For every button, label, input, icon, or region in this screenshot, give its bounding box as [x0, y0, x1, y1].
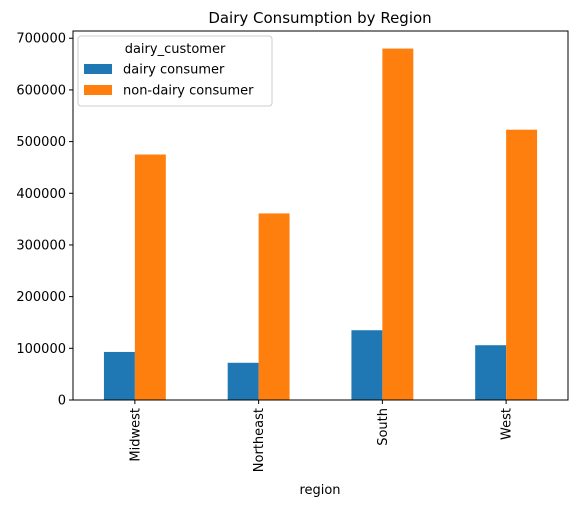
x-tick-label-midwest: Midwest [128, 408, 143, 462]
bar-west-non-dairy-consumer [506, 129, 538, 400]
bar-midwest-non-dairy-consumer [134, 154, 166, 400]
x-tick-label-west: West [500, 408, 515, 440]
y-tick-label: 100000 [16, 342, 66, 357]
x-tick-label-south: South [376, 408, 391, 446]
plot-area [72, 30, 569, 401]
legend-title: dairy_customer [125, 42, 226, 57]
legend-swatch-non-dairy-consumer [84, 85, 112, 95]
x-tick-label-northeast: Northeast [252, 408, 267, 472]
y-tick-label: 400000 [16, 187, 66, 202]
bar-northeast-non-dairy-consumer [258, 213, 290, 400]
y-tick-label: 700000 [16, 32, 66, 47]
legend-swatch-dairy-consumer [84, 64, 112, 74]
y-tick-label: 500000 [16, 135, 66, 150]
legend-frame [77, 35, 273, 107]
x-axis-label: region [299, 483, 340, 498]
y-tick-label: 200000 [16, 290, 66, 305]
y-tick-label: 0 [58, 394, 66, 409]
legend-label-non-dairy-consumer: non-dairy consumer [123, 84, 254, 99]
bar-midwest-dairy-consumer [103, 351, 135, 400]
chart-title: Dairy Consumption by Region [208, 9, 431, 27]
y-axis: 0 100000 200000 300000 400000 500000 600000 700… [16, 32, 73, 409]
legend-label-dairy-consumer: dairy consumer [123, 63, 225, 78]
y-tick-label: 300000 [16, 238, 66, 253]
bar-south-non-dairy-consumer [382, 48, 414, 400]
x-axis: Midwest Northeast South West [128, 400, 515, 472]
bar-northeast-dairy-consumer [227, 362, 259, 400]
y-tick-label: 600000 [16, 83, 66, 98]
bar-west-dairy-consumer [475, 345, 507, 400]
legend: dairy_customer dairy consumer non-dairy c… [77, 35, 273, 107]
bar-south-dairy-consumer [351, 330, 383, 400]
axes-frame [72, 30, 569, 401]
